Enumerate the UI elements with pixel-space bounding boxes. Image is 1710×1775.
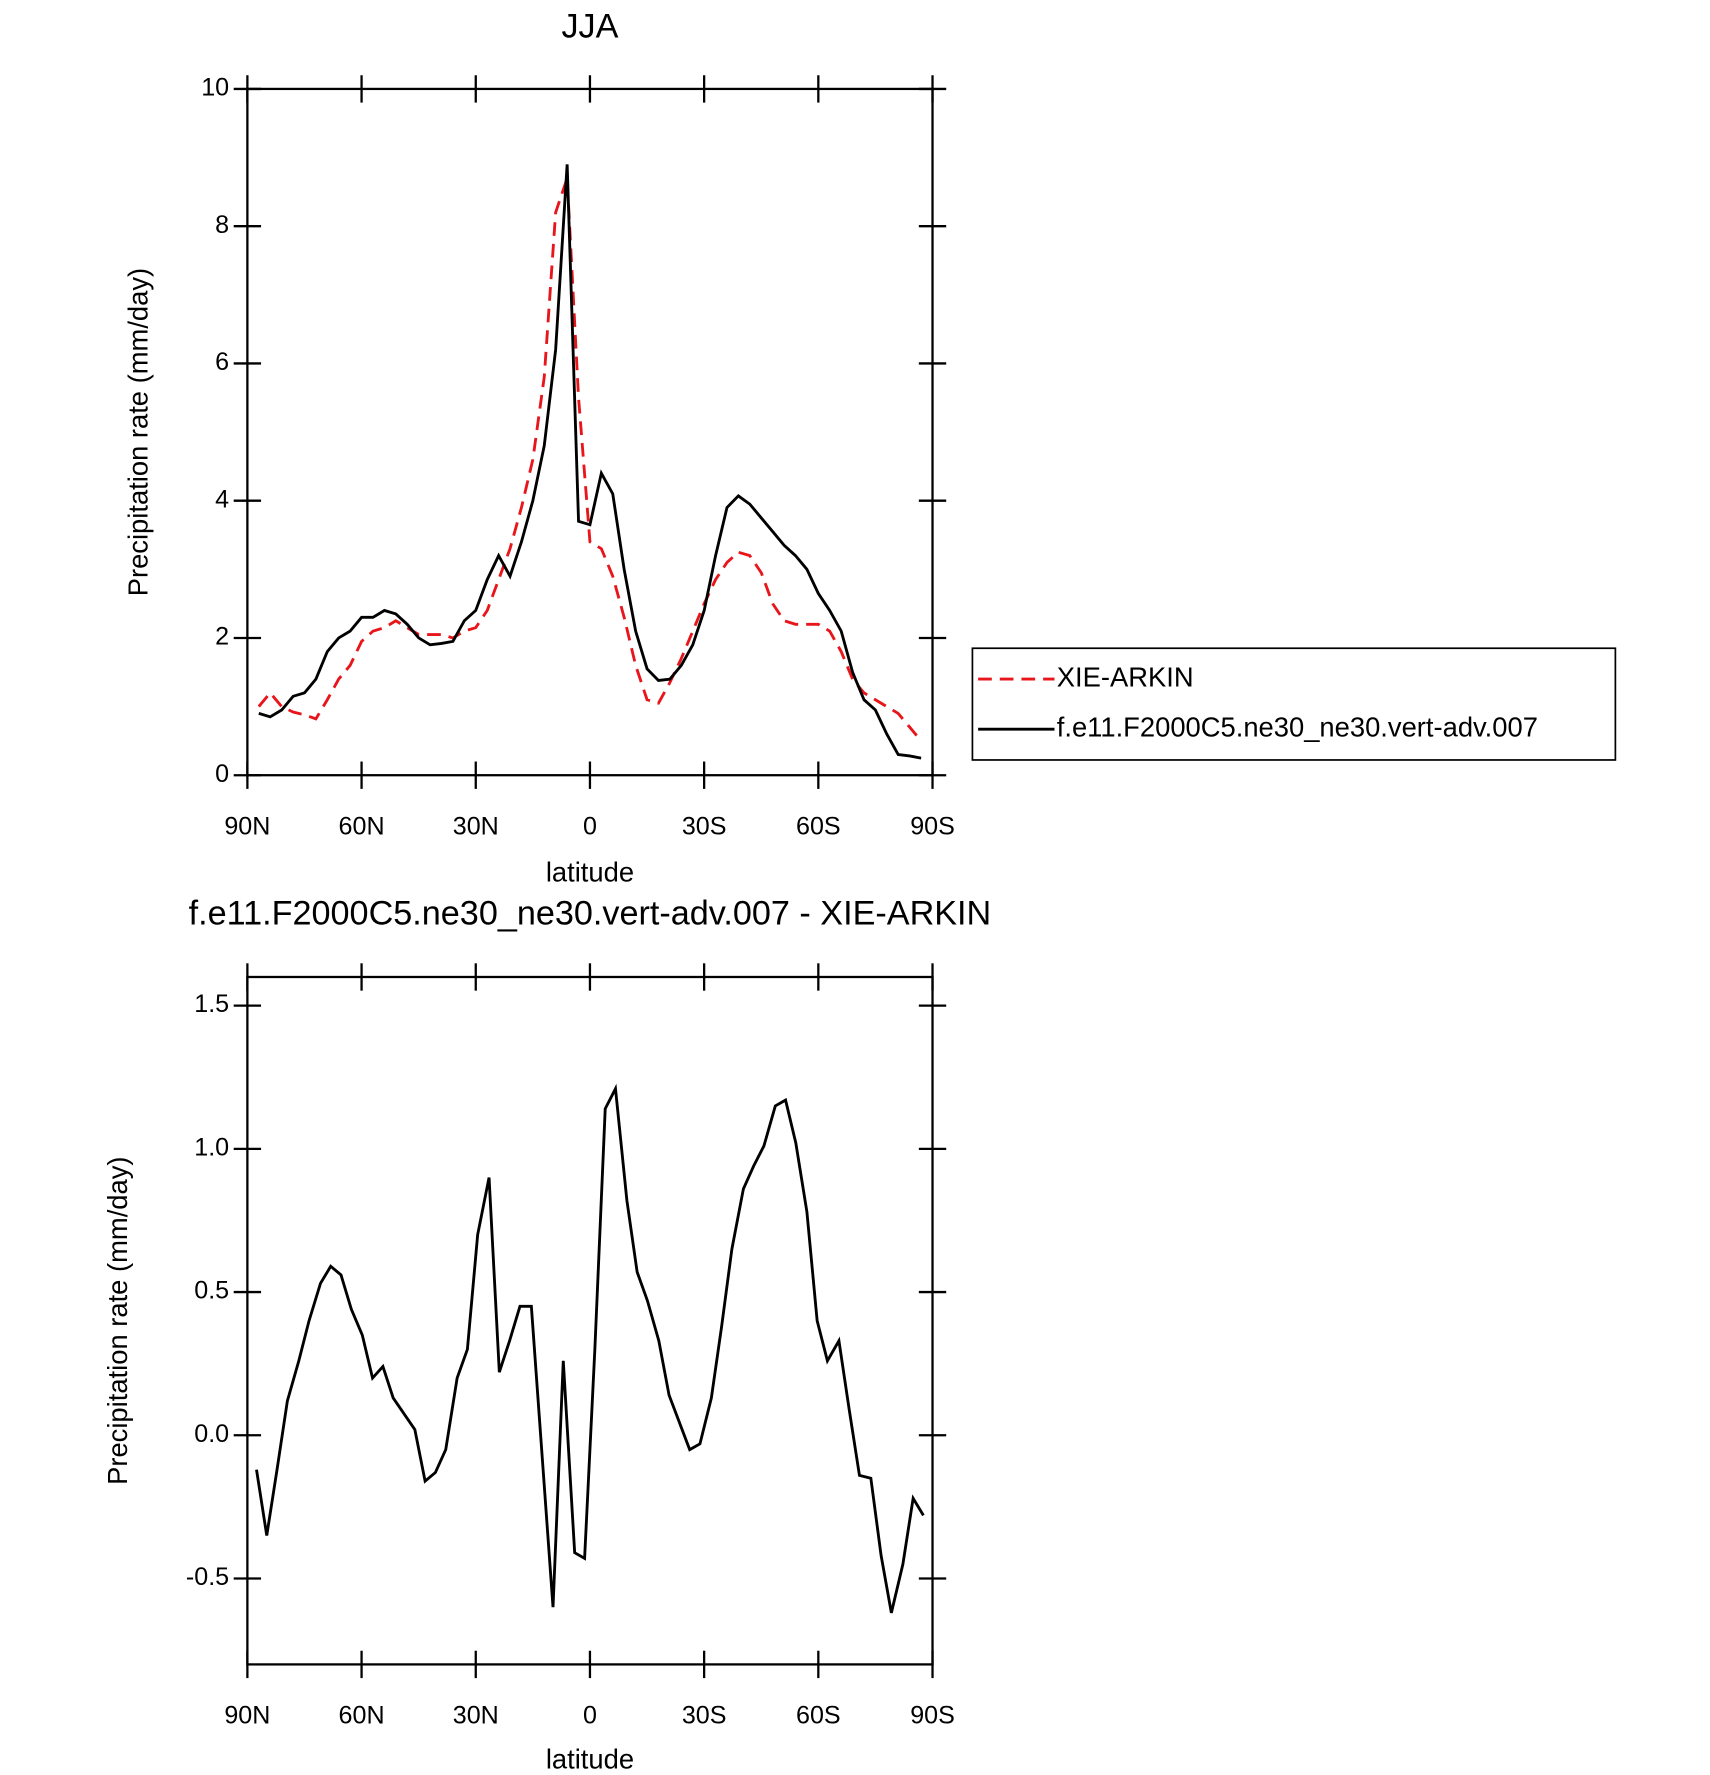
x-tick-label: 60N xyxy=(339,1701,385,1729)
x-axis-label: latitude xyxy=(546,857,634,888)
y-tick-label: 2 xyxy=(215,623,229,651)
x-tick-label: 60N xyxy=(339,812,385,840)
x-tick-label: 90S xyxy=(910,812,955,840)
x-tick-label: 60S xyxy=(796,812,841,840)
data-line xyxy=(258,164,922,760)
y-tick-label: 8 xyxy=(215,211,229,239)
y-tick-label: 6 xyxy=(215,348,229,376)
y-axis-label: Precipitation rate (mm/day) xyxy=(122,268,153,596)
y-tick-label: 0 xyxy=(215,760,229,788)
y-tick-label: 4 xyxy=(215,485,229,513)
x-tick-label: 90S xyxy=(910,1701,955,1729)
legend-label: f.e11.F2000C5.ne30_ne30.vert-adv.007 xyxy=(1057,711,1538,742)
x-tick-label: 30S xyxy=(682,1701,727,1729)
x-tick-label: 0 xyxy=(583,1701,597,1729)
plot-frame xyxy=(246,87,934,777)
legend-label: XIE-ARKIN xyxy=(1057,661,1194,692)
x-tick-label: 90N xyxy=(224,1701,270,1729)
x-tick-label: 30S xyxy=(682,812,727,840)
y-tick-label: 1.0 xyxy=(194,1133,229,1161)
chart-title: f.e11.F2000C5.ne30_ne30.vert-adv.007 - X… xyxy=(189,894,992,932)
y-tick-label: -0.5 xyxy=(186,1563,229,1591)
x-tick-label: 30N xyxy=(453,1701,499,1729)
data-line xyxy=(257,177,923,742)
x-tick-label: 90N xyxy=(224,812,270,840)
y-tick-label: 1.5 xyxy=(194,990,229,1018)
y-tick-label: 0.0 xyxy=(194,1420,229,1448)
x-tick-label: 30N xyxy=(453,812,499,840)
y-tick-label: 10 xyxy=(201,74,229,102)
data-line xyxy=(255,1083,925,1614)
x-tick-label: 60S xyxy=(796,1701,841,1729)
y-tick-label: 0.5 xyxy=(194,1277,229,1305)
x-axis-label: latitude xyxy=(546,1744,634,1775)
legend-box xyxy=(971,647,1617,761)
plot-frame xyxy=(246,975,934,1666)
y-axis-label: Precipitation rate (mm/day) xyxy=(102,1156,133,1484)
x-tick-label: 0 xyxy=(583,812,597,840)
chart-title: JJA xyxy=(561,8,618,46)
